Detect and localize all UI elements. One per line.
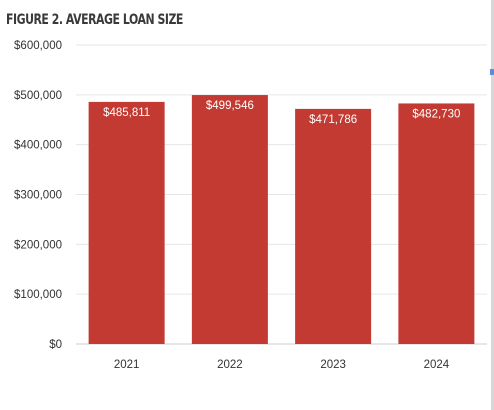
figure-title: FIGURE 2. AVERAGE LOAN SIZE (6, 12, 183, 28)
x-tick-label: 2023 (320, 359, 346, 371)
y-tick-label: $300,000 (14, 190, 62, 202)
y-tick-label: $600,000 (14, 40, 62, 52)
bar-2024 (398, 103, 475, 345)
x-tick-label: 2024 (424, 359, 450, 371)
y-tick-label: $400,000 (14, 140, 62, 152)
x-tick-label: 2022 (217, 359, 243, 371)
y-tick-label: $100,000 (14, 289, 62, 301)
bar-2023 (295, 108, 372, 344)
x-axis-ticks: 2021 2022 2023 2024 (114, 359, 450, 371)
y-tick-label: $0 (49, 339, 62, 351)
bar-2022 (191, 95, 268, 345)
y-tick-label: $500,000 (14, 90, 62, 102)
y-tick-label: $200,000 (14, 239, 62, 251)
data-label-2024: $482,730 (412, 108, 460, 120)
data-label-2022: $499,546 (206, 100, 254, 112)
data-label-2023: $471,786 (309, 114, 357, 126)
bar-2021 (88, 101, 165, 345)
x-tick-label: 2021 (114, 359, 140, 371)
data-labels: $485,811 $499,546 $471,786 $482,730 (103, 100, 460, 126)
scroll-marker[interactable] (490, 69, 494, 75)
y-axis-ticks: $0 $100,000 $200,000 $300,000 $400,000 $500,0… (14, 40, 62, 351)
data-label-2021: $485,811 (103, 107, 150, 119)
right-border (491, 0, 494, 410)
bars (88, 95, 475, 345)
